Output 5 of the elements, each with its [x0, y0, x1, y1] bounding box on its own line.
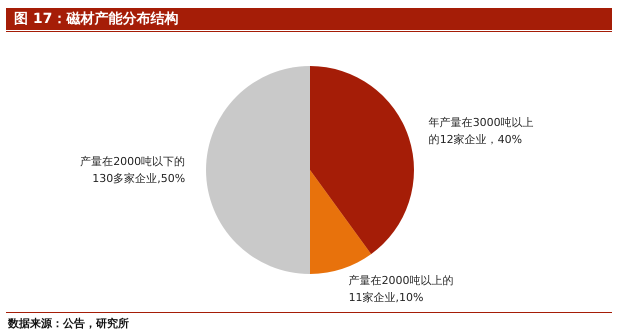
chart-title: 图 17：磁材产能分布结构: [6, 8, 612, 30]
slice-label: 产量在2000吨以上的11家企业,10%: [348, 272, 455, 306]
source-note: 数据来源：公告，研究所: [8, 316, 129, 331]
slice-label: 产量在2000吨以下的130多家企业,50%: [80, 154, 186, 187]
slice-label: 年产量在3000吨以上的12家企业，40%: [428, 115, 535, 148]
